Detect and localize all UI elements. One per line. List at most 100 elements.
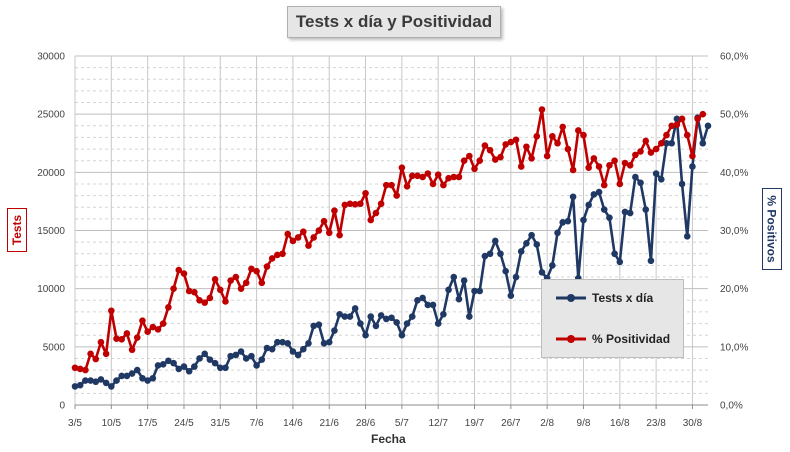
- data-point-tests: [658, 176, 665, 183]
- data-point-tests: [294, 351, 302, 359]
- data-point-tests: [92, 378, 100, 386]
- x-tick-label: 10/5: [102, 418, 122, 429]
- data-point-tests: [372, 322, 380, 330]
- data-point-positividad: [185, 287, 193, 295]
- series-layer: [71, 106, 712, 390]
- data-point-positividad: [424, 170, 432, 177]
- data-point-tests: [621, 208, 629, 216]
- data-point-positividad: [611, 157, 618, 164]
- data-point-tests: [600, 206, 608, 213]
- data-point-positividad: [585, 164, 592, 171]
- data-point-tests: [466, 313, 473, 320]
- data-point-positividad: [253, 267, 260, 275]
- data-point-tests: [165, 357, 172, 365]
- data-point-positividad: [491, 156, 499, 163]
- data-point-positividad: [128, 346, 136, 354]
- y-right-axis-label-box: % Positivos: [762, 188, 782, 270]
- x-tick-label: 12/7: [428, 418, 448, 429]
- x-tick-label: 5/7: [395, 418, 409, 429]
- data-point-positividad: [388, 181, 395, 189]
- data-point-positividad: [123, 330, 131, 337]
- data-point-tests: [668, 139, 675, 147]
- x-tick-label: 24/5: [174, 418, 194, 429]
- data-point-positividad: [201, 299, 209, 306]
- data-point-positividad: [689, 152, 696, 160]
- data-point-positividad: [196, 297, 203, 304]
- series-tests: [71, 114, 712, 390]
- data-point-positividad: [351, 201, 359, 208]
- data-point-positividad: [268, 255, 276, 262]
- data-point-tests: [564, 217, 572, 225]
- data-point-tests: [159, 360, 167, 368]
- data-point-tests: [144, 377, 151, 384]
- data-point-positividad: [694, 115, 701, 123]
- data-point-tests: [481, 252, 489, 260]
- data-point-tests: [346, 313, 354, 320]
- data-point-tests: [590, 191, 598, 198]
- data-point-positividad: [315, 227, 323, 234]
- data-point-tests: [491, 237, 499, 245]
- data-point-positividad: [528, 155, 535, 162]
- data-point-positividad: [616, 180, 624, 188]
- data-point-positividad: [554, 139, 561, 147]
- y-left-tick-label: 0: [59, 401, 65, 412]
- data-point-positividad: [569, 166, 577, 174]
- data-point-tests: [367, 313, 375, 320]
- data-point-tests: [647, 257, 655, 265]
- x-axis-label: Fecha: [371, 432, 406, 446]
- data-point-tests: [258, 356, 266, 363]
- data-point-tests: [320, 340, 328, 347]
- data-point-tests: [606, 214, 613, 221]
- data-point-positividad: [227, 277, 234, 284]
- data-point-positividad: [383, 181, 390, 189]
- y-right-tick-label: 10,0%: [720, 342, 748, 353]
- data-point-positividad: [258, 279, 266, 287]
- data-point-tests: [268, 345, 276, 353]
- data-point-tests: [595, 188, 603, 196]
- y-right-tick-label: 60,0%: [720, 52, 748, 63]
- data-point-tests: [300, 345, 307, 353]
- data-point-tests: [180, 363, 188, 370]
- y-left-axis-label-box: Tests: [7, 208, 27, 252]
- data-point-tests: [211, 359, 219, 367]
- data-point-positividad: [580, 131, 587, 139]
- data-point-tests: [263, 344, 271, 352]
- y-left-axis-label: Tests: [10, 214, 24, 246]
- x-tick-label: 2/8: [540, 418, 554, 429]
- data-point-positividad: [621, 159, 629, 167]
- data-point-tests: [310, 322, 317, 330]
- y-right-tick-label: 20,0%: [720, 284, 748, 295]
- data-point-tests: [175, 365, 183, 373]
- data-point-positividad: [606, 162, 613, 169]
- data-point-positividad: [92, 355, 100, 363]
- data-point-tests: [393, 319, 400, 326]
- data-point-tests: [71, 383, 79, 390]
- data-point-positividad: [305, 242, 312, 249]
- data-point-tests: [232, 351, 240, 359]
- data-point-positividad: [574, 127, 582, 134]
- data-point-positividad: [97, 338, 105, 346]
- x-tick-label: 17/5: [138, 418, 158, 429]
- data-point-tests: [227, 352, 234, 360]
- data-point-tests: [637, 179, 644, 187]
- data-point-tests: [206, 356, 214, 363]
- data-point-positividad: [180, 270, 188, 277]
- data-point-tests: [523, 240, 530, 247]
- y-right-tick-label: 0,0%: [720, 401, 743, 412]
- y-right-tick-label: 50,0%: [720, 110, 748, 121]
- data-point-tests: [248, 352, 255, 360]
- data-point-positividad: [372, 209, 380, 217]
- data-point-tests: [616, 258, 624, 266]
- data-point-tests: [512, 273, 520, 281]
- y-left-tick-labels: 0 5000 10000 15000 20000 25000 30000: [37, 52, 65, 412]
- data-point-positividad: [533, 132, 541, 140]
- data-point-positividad: [450, 173, 458, 181]
- x-tick-label: 14/6: [283, 418, 303, 429]
- data-point-tests: [133, 366, 141, 374]
- data-point-tests: [222, 364, 229, 372]
- data-point-positividad: [466, 152, 473, 160]
- x-tick-labels: 3/5 10/5 17/5 24/5 31/5 7/6 14/6 21/6 28/6 5/7 12/…: [68, 405, 703, 429]
- data-point-positividad: [408, 172, 416, 180]
- data-point-positividad: [699, 110, 707, 118]
